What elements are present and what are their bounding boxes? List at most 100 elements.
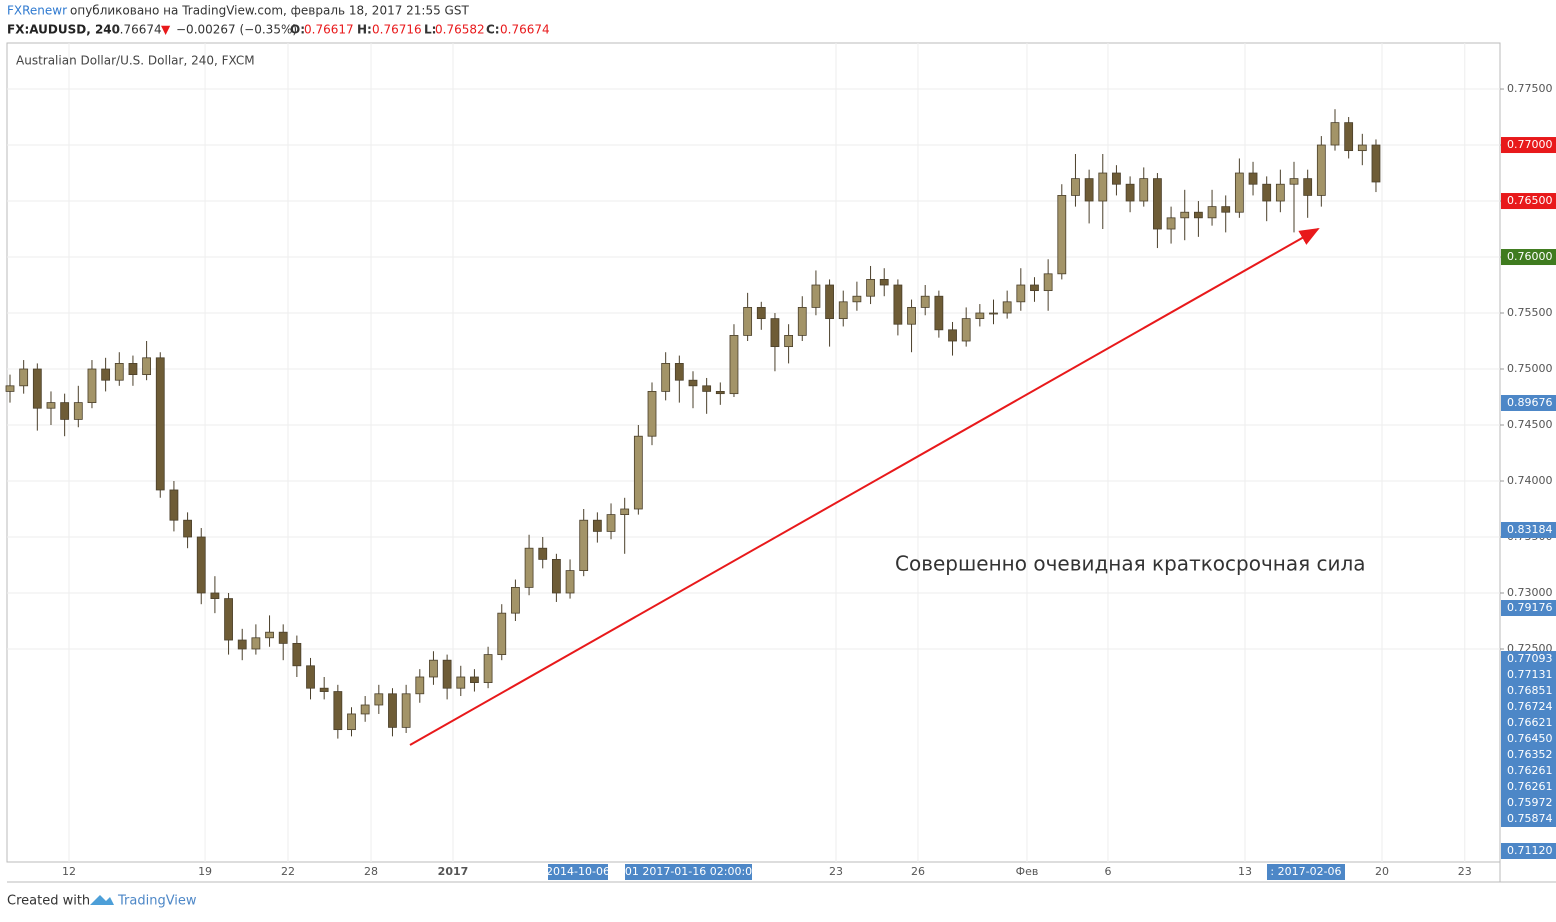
y-tick-label: 0.77000 (1507, 138, 1553, 151)
time-marker: : : 2017-02-06 : (1263, 865, 1349, 878)
candle-body (19, 368, 29, 387)
candle-body (429, 659, 438, 678)
candle-body (278, 631, 288, 644)
candle-body (1016, 284, 1026, 303)
candle-body (538, 547, 548, 560)
candle-body (60, 402, 70, 420)
candle-body (729, 335, 739, 395)
candle-body (73, 402, 83, 420)
c-label: C: (486, 23, 500, 37)
l-label: L: (424, 23, 436, 37)
candle-body (579, 519, 589, 571)
time-marker: 201 2017-01-16 02:00:00 (618, 865, 759, 878)
price-marker-box (1501, 779, 1556, 795)
candle-body (647, 391, 657, 437)
candle-body (1275, 183, 1285, 202)
candle-body (142, 357, 152, 376)
price-marker-box (1501, 763, 1556, 779)
direction: ▼ (161, 23, 171, 37)
price-marker-box (1501, 683, 1556, 699)
candle-body (388, 693, 397, 728)
x-tick-label: 26 (911, 865, 925, 878)
candle-body (196, 536, 206, 594)
price-marker: 0.76261 (1507, 764, 1553, 777)
x-tick-label: 2017 (438, 865, 469, 878)
candle-body (46, 402, 56, 409)
candle-body (87, 368, 97, 404)
candle-body (948, 329, 957, 342)
price-marker-box (1501, 731, 1556, 747)
candle-body (32, 368, 42, 409)
chart-title: Australian Dollar/U.S. Dollar, 240, FXCM (16, 54, 255, 68)
candle-body (825, 284, 834, 320)
brand[interactable]: TradingView (117, 894, 197, 909)
candle-body (893, 284, 903, 325)
candle-body (292, 642, 302, 667)
price-highlight (1501, 137, 1556, 154)
candle-body (401, 693, 411, 728)
candle-body (1002, 301, 1012, 314)
annotation: Совершенно очевидная краткосрочная сила (895, 552, 1366, 576)
price-marker: 0.76724 (1507, 700, 1553, 713)
price-marker-box (1501, 667, 1556, 683)
candle-body (497, 612, 507, 655)
author[interactable]: FXRenewr (7, 4, 67, 18)
candle-body (1357, 144, 1367, 152)
candle-body (483, 654, 493, 683)
candle-body (715, 391, 725, 395)
candle-body (442, 659, 452, 689)
price-marker: 0.77131 (1507, 668, 1553, 681)
price-marker-box (1501, 795, 1556, 811)
x-tick-label: 23 (829, 865, 843, 878)
candle-body (1207, 206, 1217, 219)
candle-body (1262, 183, 1272, 202)
candle-body (811, 284, 821, 308)
time-marker-box (1267, 864, 1345, 880)
candle-body (702, 385, 712, 392)
price-marker-box (1501, 395, 1556, 411)
candle-body (1193, 211, 1203, 219)
candle-body (169, 489, 179, 521)
footer-text: Created with (7, 894, 90, 909)
candle-body (155, 357, 165, 491)
candle-body (633, 435, 643, 510)
candle-body (688, 379, 698, 387)
candle-body (333, 691, 343, 731)
y-tick-label: 0.73000 (1507, 586, 1553, 599)
candle-body (1303, 178, 1313, 196)
candle-body (592, 519, 602, 532)
candle-body (210, 592, 220, 599)
candle-body (784, 335, 794, 348)
candle-body (1289, 178, 1299, 185)
candle-body (347, 713, 356, 731)
symbol: FX:AUDUSD, 240 (7, 23, 120, 37)
price-marker-box (1501, 747, 1556, 763)
candle-body (620, 508, 630, 515)
candle-body (374, 693, 384, 706)
candle-body (114, 363, 124, 381)
candle-body (674, 363, 684, 381)
y-tick-label: 0.74000 (1507, 474, 1553, 487)
candle-body (879, 279, 889, 286)
price-marker: 0.89676 (1507, 396, 1553, 409)
price-marker: 0.75972 (1507, 796, 1553, 809)
candle-body (456, 676, 466, 689)
candle-body (251, 637, 261, 650)
candle-body (565, 570, 575, 594)
candle-body (989, 312, 998, 315)
candle-body (551, 558, 561, 594)
candle-body (961, 318, 971, 342)
x-tick-label: 12 (62, 865, 76, 878)
candle-body (511, 586, 520, 614)
price-marker-box (1501, 843, 1556, 859)
price-marker: 0.77093 (1507, 652, 1553, 665)
h-label: H: (357, 23, 372, 37)
x-tick-label: 13 (1238, 865, 1252, 878)
candle-body (1330, 122, 1340, 146)
candle-body (661, 363, 671, 392)
price-marker-box (1501, 699, 1556, 715)
price-marker-box (1501, 715, 1556, 731)
x-tick-label: 23 (1458, 865, 1472, 878)
